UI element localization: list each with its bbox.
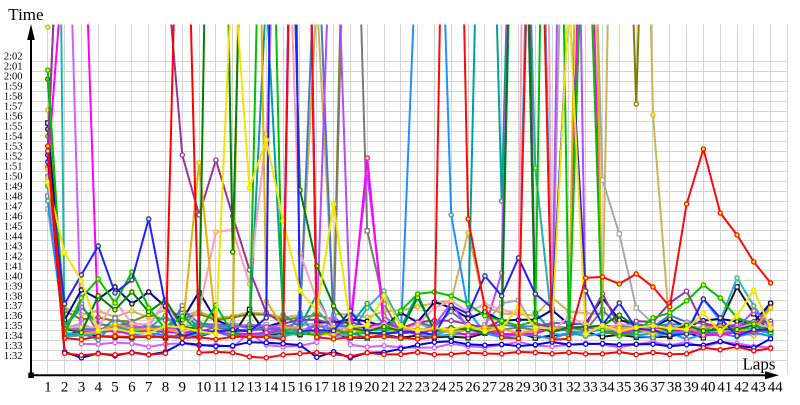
svg-text:1: 1 — [44, 380, 52, 396]
svg-text:17: 17 — [314, 380, 330, 396]
svg-text:34: 34 — [600, 380, 616, 396]
svg-text:23: 23 — [415, 380, 430, 396]
svg-text:12: 12 — [230, 380, 245, 396]
svg-text:21: 21 — [381, 380, 396, 396]
svg-text:43: 43 — [751, 380, 766, 396]
svg-text:28: 28 — [499, 380, 514, 396]
svg-text:20: 20 — [364, 380, 379, 396]
svg-text:13: 13 — [247, 380, 262, 396]
svg-text:22: 22 — [398, 380, 413, 396]
svg-text:26: 26 — [465, 380, 481, 396]
svg-text:4: 4 — [95, 380, 103, 396]
svg-text:7: 7 — [145, 380, 153, 396]
svg-text:37: 37 — [650, 380, 666, 396]
svg-text:24: 24 — [432, 380, 448, 396]
svg-text:Time: Time — [8, 5, 43, 24]
svg-text:14: 14 — [263, 380, 279, 396]
svg-text:25: 25 — [448, 380, 463, 396]
svg-text:30: 30 — [532, 380, 547, 396]
svg-text:15: 15 — [280, 380, 295, 396]
svg-text:Laps: Laps — [743, 355, 776, 374]
svg-text:10: 10 — [196, 380, 211, 396]
svg-text:9: 9 — [179, 380, 187, 396]
svg-text:32: 32 — [566, 380, 581, 396]
svg-text:36: 36 — [633, 380, 649, 396]
svg-text:38: 38 — [667, 380, 682, 396]
svg-text:16: 16 — [297, 380, 313, 396]
svg-text:29: 29 — [516, 380, 531, 396]
svg-text:42: 42 — [734, 380, 749, 396]
svg-text:18: 18 — [331, 380, 346, 396]
svg-text:39: 39 — [684, 380, 699, 396]
svg-text:8: 8 — [162, 380, 170, 396]
svg-text:44: 44 — [768, 380, 784, 396]
svg-text:5: 5 — [111, 380, 119, 396]
svg-text:6: 6 — [128, 380, 136, 396]
svg-text:35: 35 — [616, 380, 631, 396]
svg-text:11: 11 — [213, 380, 227, 396]
svg-text:41: 41 — [717, 380, 732, 396]
svg-text:27: 27 — [482, 380, 498, 396]
svg-text:19: 19 — [348, 380, 363, 396]
svg-text:40: 40 — [701, 380, 716, 396]
svg-text:31: 31 — [549, 380, 564, 396]
svg-text:33: 33 — [583, 380, 598, 396]
svg-text:3: 3 — [78, 380, 86, 396]
svg-text:2: 2 — [61, 380, 69, 396]
svg-text:1:32: 1:32 — [4, 351, 23, 362]
